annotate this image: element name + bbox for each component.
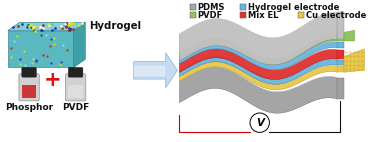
Circle shape xyxy=(250,113,270,132)
Polygon shape xyxy=(179,35,337,64)
FancyBboxPatch shape xyxy=(22,67,36,77)
Polygon shape xyxy=(179,61,337,90)
Bar xyxy=(337,42,344,48)
Text: PDMS: PDMS xyxy=(198,3,225,12)
Polygon shape xyxy=(179,48,337,80)
Text: PVDF: PVDF xyxy=(62,103,89,112)
Bar xyxy=(190,4,196,10)
Text: Cu electrode: Cu electrode xyxy=(306,11,367,20)
Bar xyxy=(337,12,344,39)
Polygon shape xyxy=(179,12,337,65)
Bar xyxy=(299,12,304,18)
FancyBboxPatch shape xyxy=(19,74,39,101)
Bar xyxy=(240,12,246,18)
Text: V: V xyxy=(256,118,264,128)
Text: +: + xyxy=(43,70,61,90)
Polygon shape xyxy=(179,56,337,84)
Text: Phosphor: Phosphor xyxy=(5,103,53,112)
Polygon shape xyxy=(74,22,85,67)
Polygon shape xyxy=(344,30,355,41)
Text: Hydrogel electrode: Hydrogel electrode xyxy=(248,3,339,12)
Text: Mix EL: Mix EL xyxy=(248,11,279,20)
FancyBboxPatch shape xyxy=(65,74,86,101)
Bar xyxy=(22,85,36,98)
Text: Hydrogel: Hydrogel xyxy=(89,21,141,31)
Polygon shape xyxy=(8,31,74,67)
Bar xyxy=(240,4,246,10)
Bar xyxy=(337,60,344,65)
Bar xyxy=(337,50,344,59)
Polygon shape xyxy=(179,67,337,113)
Bar xyxy=(337,35,344,41)
Polygon shape xyxy=(8,22,85,31)
Bar xyxy=(68,85,83,98)
Bar xyxy=(337,78,344,99)
FancyBboxPatch shape xyxy=(68,67,83,77)
Polygon shape xyxy=(134,53,177,88)
Bar xyxy=(190,12,196,18)
Polygon shape xyxy=(179,42,337,70)
Bar xyxy=(337,66,344,72)
Polygon shape xyxy=(344,49,364,72)
Text: PVDF: PVDF xyxy=(198,11,223,20)
